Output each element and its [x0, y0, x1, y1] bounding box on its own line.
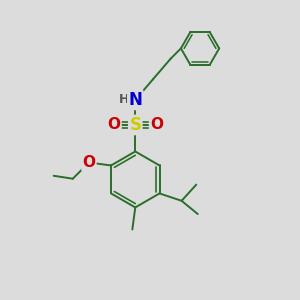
Text: O: O: [108, 118, 121, 133]
Text: O: O: [150, 118, 163, 133]
Text: O: O: [82, 155, 95, 170]
Text: N: N: [128, 91, 142, 109]
Text: S: S: [129, 116, 141, 134]
Text: H: H: [119, 93, 129, 106]
